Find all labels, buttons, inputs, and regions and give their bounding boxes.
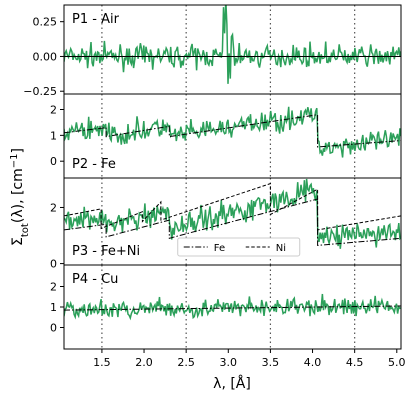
x-tick-label: 4.0: [304, 356, 322, 369]
measured-series: [64, 106, 401, 158]
legend: Fe Ni: [177, 237, 301, 257]
x-axis-label: λ, [Å]: [213, 375, 251, 392]
measured-series: [64, 5, 401, 84]
panel-1: 0.25 0.00 −0.25 P1 - Air: [23, 4, 402, 98]
y-tick-label: 1: [50, 301, 57, 314]
y-tick-label: 0: [50, 258, 57, 271]
panel-label: P1 - Air: [72, 12, 120, 27]
panel-4: 2 1 0 P4 - Cu: [50, 264, 402, 353]
measured-series: [64, 178, 401, 249]
panel-label: P3 - Fe+Ni: [72, 244, 140, 259]
y-axis-label: Σtot(λ), [cm−1]: [9, 148, 31, 246]
panel-label: P2 - Fe: [72, 157, 116, 172]
x-tick-label: 5.0: [388, 356, 406, 369]
x-tick-label: 3.5: [262, 356, 280, 369]
y-tick-label: 1: [50, 129, 57, 142]
y-tick-label: −0.25: [23, 85, 57, 98]
panels: 0.25 0.00 −0.25 P1 - Air 2 1 0 P2 - Fe 2 0 P3 - Fe…: [23, 4, 402, 353]
y-tick-label: 2: [50, 201, 57, 214]
measured-series: [64, 293, 401, 321]
x-tick-label: 1.5: [93, 356, 111, 369]
panel-label: P4 - Cu: [72, 272, 118, 287]
x-tick-label: 2.5: [177, 356, 195, 369]
y-tick-label: 0: [50, 321, 57, 334]
model-line: [64, 305, 401, 311]
series-fe-line: [64, 198, 401, 246]
panel-2: 2 1 0 P2 - Fe: [50, 93, 402, 179]
y-tick-label: 0: [50, 155, 57, 168]
x-axis-ticks: 1.5 2.0 2.5 3.0 3.5 4.0 4.5 5.0: [93, 356, 405, 369]
series-ni-line: [64, 182, 401, 231]
model-line: [64, 114, 401, 148]
y-tick-label: 2: [50, 104, 57, 117]
x-tick-label: 2.0: [135, 356, 153, 369]
y-tick-label: 2: [50, 281, 57, 294]
x-tick-label: 4.5: [346, 356, 364, 369]
legend-entry: Fe: [214, 243, 225, 254]
x-tick-label: 3.0: [220, 356, 238, 369]
y-tick-label: 0.00: [33, 50, 58, 63]
panel-3: 2 0 P3 - Fe+Ni Fe Ni: [50, 177, 402, 271]
legend-entry: Ni: [276, 243, 286, 254]
y-tick-label: 0.25: [33, 16, 58, 29]
